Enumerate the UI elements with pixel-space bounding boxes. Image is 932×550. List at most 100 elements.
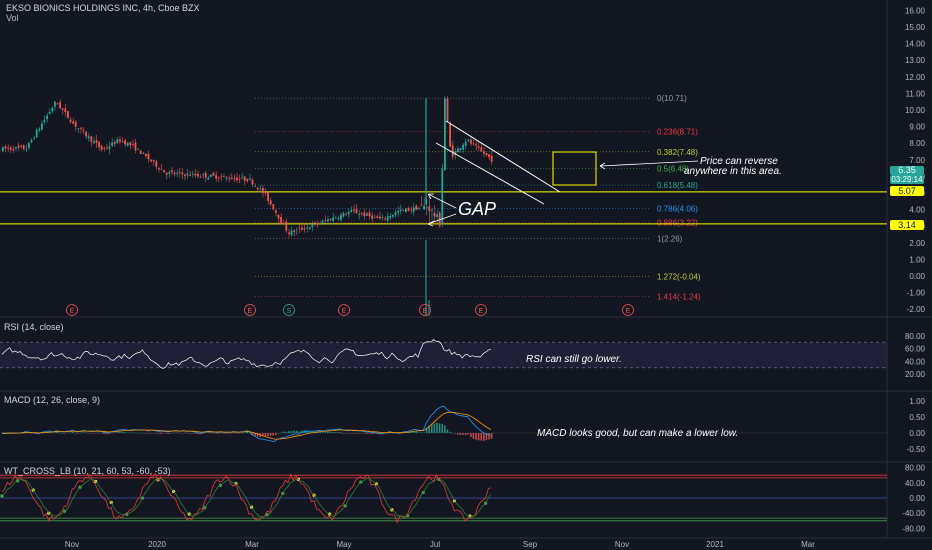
candle-body — [95, 139, 98, 144]
candles-group — [2, 95, 493, 238]
candle-body — [246, 178, 249, 182]
macd-histogram-bar — [358, 433, 360, 434]
candle-body — [233, 178, 236, 180]
wt-tick-label: -80.00 — [902, 524, 925, 533]
macd-histogram-bar — [425, 427, 428, 433]
macd-histogram-bar — [418, 432, 420, 433]
macd-histogram-bar — [30, 433, 33, 434]
macd-histogram-bar — [69, 432, 72, 433]
reverse-note-line1: Price can reverse — [700, 156, 778, 167]
candle-body — [168, 172, 171, 174]
candle-body — [410, 209, 412, 211]
macd-histogram-bar — [256, 433, 259, 437]
candle-body — [20, 145, 22, 147]
macd-histogram-bar — [160, 433, 163, 435]
candle-body — [282, 223, 285, 225]
candle-body — [345, 214, 347, 216]
macd-histogram-bar — [184, 432, 186, 434]
candle-body — [319, 223, 321, 224]
macd-histogram-bar — [373, 433, 376, 434]
fib-level-label: 1.414(-1.24) — [657, 293, 701, 302]
macd-histogram-bar — [342, 433, 345, 434]
candle-body — [464, 141, 467, 146]
candle-body — [314, 222, 316, 224]
candle-body — [77, 128, 80, 129]
candle-body — [116, 139, 119, 144]
macd-histogram-bar — [74, 433, 77, 434]
candle-body — [186, 173, 189, 176]
time-tick-label: Mar — [801, 540, 815, 549]
event-marker-label: E — [342, 308, 347, 315]
macd-histogram-bar — [145, 432, 147, 434]
wt-cross-title: WT_CROSS_LB (10, 21, 60, 53, -60, -53) — [4, 466, 171, 476]
macd-histogram-bar — [288, 431, 290, 433]
macd-histogram-bar — [454, 433, 456, 434]
macd-histogram-bar — [82, 432, 85, 433]
candle-body — [126, 142, 129, 146]
price-tick-label: 7.00 — [909, 156, 925, 165]
candle-body — [269, 200, 272, 205]
candle-body — [38, 128, 41, 131]
macd-histogram-bar — [243, 432, 246, 434]
candle-body — [392, 214, 394, 217]
candle-body — [207, 177, 210, 180]
macd-histogram-bar — [191, 433, 194, 434]
rsi-tick-label: 60.00 — [905, 345, 926, 354]
reversal-arrow-head — [599, 162, 606, 170]
candle-body — [82, 130, 85, 131]
candle-body — [137, 148, 139, 150]
candle-body — [72, 121, 74, 124]
macd-histogram-bar — [215, 433, 217, 434]
candle-body — [121, 141, 124, 143]
candle-body — [199, 176, 202, 178]
event-marker — [622, 304, 634, 316]
candle-body — [321, 220, 324, 223]
candle-body — [59, 102, 61, 109]
candle-body — [316, 223, 319, 225]
candle-body — [132, 144, 134, 145]
volume-bar — [428, 300, 430, 316]
macd-histogram-bar — [207, 432, 209, 434]
candle-body — [376, 216, 379, 219]
macd-histogram-bar — [87, 433, 90, 434]
macd-signal-line — [1, 411, 491, 440]
candle-body — [87, 136, 90, 139]
candle-body — [373, 216, 376, 218]
macd-histogram-bar — [80, 432, 82, 434]
macd-histogram-bar — [90, 433, 92, 434]
macd-histogram-bar — [269, 433, 272, 436]
macd-histogram-bar — [134, 432, 137, 433]
candle-body — [301, 227, 303, 230]
candle-body — [420, 204, 423, 206]
macd-tick-label: 0.00 — [909, 429, 925, 438]
candle-body — [311, 224, 314, 228]
candle-body — [475, 144, 477, 146]
macd-histogram-bar — [477, 433, 480, 441]
candle-body — [306, 227, 308, 229]
rsi-note: RSI can still go lower. — [526, 354, 622, 365]
gap-annotation: GAP — [458, 199, 497, 219]
macd-histogram-bar — [462, 433, 464, 435]
gap-arrow-lower — [427, 213, 457, 225]
candle-body — [48, 111, 51, 114]
candle-body — [457, 148, 459, 153]
macd-histogram-bar — [366, 433, 368, 435]
macd-histogram-bar — [171, 432, 173, 434]
price-tick-label: 12.00 — [905, 73, 926, 82]
macd-histogram-bar — [321, 432, 324, 433]
price-tick-label: 1.00 — [909, 255, 925, 264]
macd-histogram-bar — [121, 431, 124, 433]
candle-body — [350, 209, 353, 213]
candle-body — [15, 147, 17, 149]
candle-body — [28, 142, 30, 149]
macd-histogram-bar — [428, 425, 430, 433]
candle-body — [147, 153, 150, 160]
macd-histogram-bar — [441, 424, 443, 433]
macd-histogram-bar — [459, 433, 462, 436]
macd-histogram-bar — [433, 423, 436, 433]
macd-histogram-bar — [129, 432, 131, 434]
macd-histogram-bar — [490, 433, 493, 439]
macd-histogram-bar — [155, 433, 157, 434]
candle-body — [215, 175, 217, 179]
